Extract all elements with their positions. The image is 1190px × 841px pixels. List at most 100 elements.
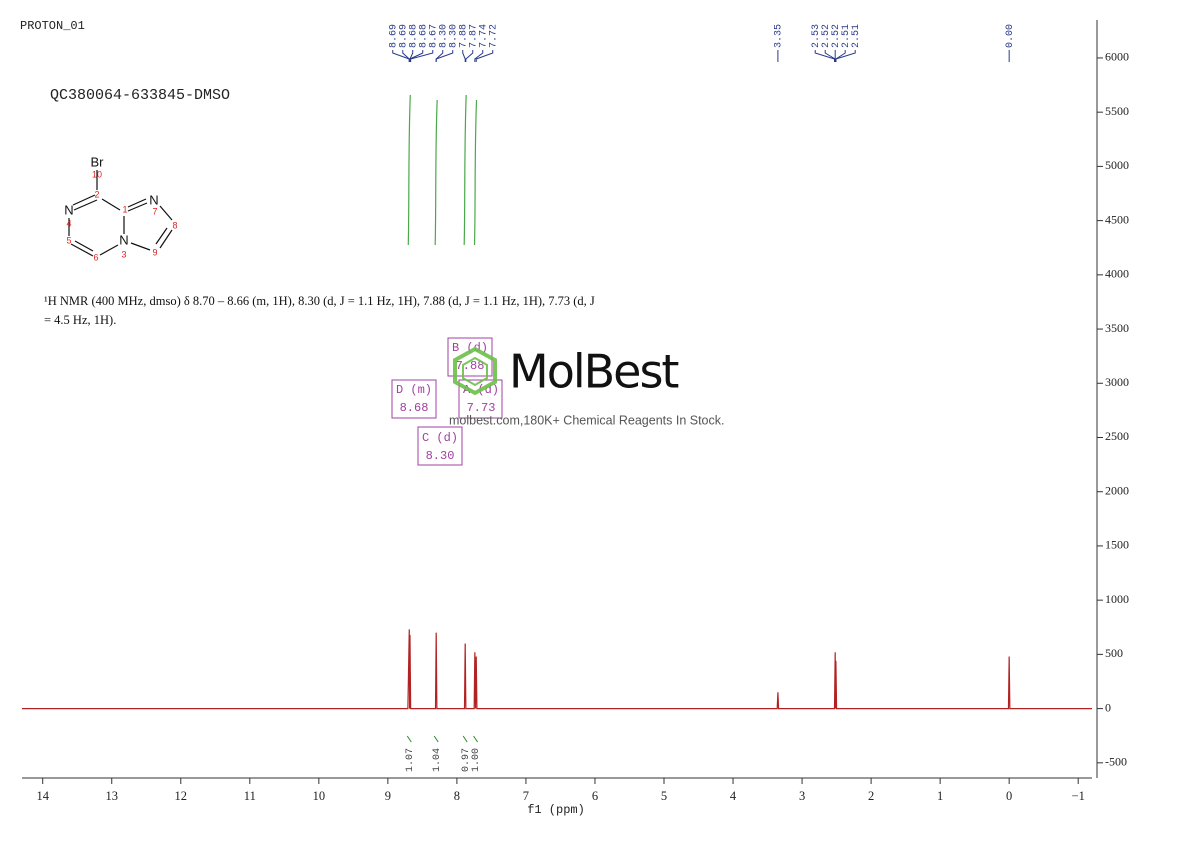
integral-curve xyxy=(407,94,411,246)
peak-label: 7.74 xyxy=(478,24,489,48)
peak-label: 2.51 xyxy=(841,24,852,48)
peak-label: 2.51 xyxy=(851,24,862,48)
x-tick-label: 1 xyxy=(937,789,943,803)
chart-title: PROTON_01 xyxy=(20,19,85,33)
bond xyxy=(127,198,147,208)
integral-mark xyxy=(462,735,468,743)
integral-mark xyxy=(473,735,478,743)
y-tick-label: 4000 xyxy=(1105,267,1129,281)
y-tick-label: 2000 xyxy=(1105,483,1129,497)
multiplet-name: D (m) xyxy=(396,383,432,397)
peak-label: 0.00 xyxy=(1005,24,1016,48)
peak-label: 7.72 xyxy=(488,24,499,48)
bond xyxy=(101,198,121,211)
peak-leader xyxy=(835,50,846,62)
atom-number: 1 xyxy=(122,204,127,214)
bond xyxy=(99,244,119,256)
integral-mark xyxy=(406,735,412,743)
x-tick-label: 6 xyxy=(592,789,598,803)
bond xyxy=(130,242,151,251)
peak-label: 7.87 xyxy=(468,24,479,48)
x-tick-label: 9 xyxy=(385,789,391,803)
x-tick-label: 7 xyxy=(523,789,529,803)
peak-leader xyxy=(402,50,410,62)
y-tick-label: 3500 xyxy=(1105,321,1129,335)
bond xyxy=(70,243,94,257)
atom-label: N xyxy=(64,202,73,217)
peak-label: 2.52 xyxy=(821,24,832,48)
integral-label: 1.04 xyxy=(432,748,443,772)
watermark-logo xyxy=(453,346,497,396)
y-tick-label: 5000 xyxy=(1105,158,1129,172)
bond xyxy=(74,240,94,252)
x-tick-label: 10 xyxy=(313,789,326,803)
peak-leader xyxy=(814,50,836,62)
x-tick-label: 13 xyxy=(105,789,118,803)
integral-label: 0.97 xyxy=(461,748,472,772)
y-tick-label: 2500 xyxy=(1105,429,1129,443)
peak-leader xyxy=(435,50,444,62)
multiplet-shift: 8.68 xyxy=(400,401,429,415)
multiplet-name: C (d) xyxy=(422,431,458,445)
x-tick-label: 0 xyxy=(1006,789,1012,803)
peak-leader xyxy=(410,50,434,62)
y-tick-label: 5500 xyxy=(1105,104,1129,118)
peak-label: 8.68 xyxy=(408,24,419,48)
multiplet-box: C (d) 8.30 xyxy=(417,426,463,466)
peak-label: 8.67 xyxy=(428,24,439,48)
y-tick-label: 500 xyxy=(1105,646,1123,660)
peak-leader xyxy=(409,50,424,62)
peak-label: 3.35 xyxy=(774,24,785,48)
peak-label: 8.69 xyxy=(398,24,409,48)
multiplet-box: D (m) 8.68 xyxy=(391,379,437,419)
y-tick-label: 3000 xyxy=(1105,375,1129,389)
peak-leader xyxy=(824,50,836,62)
atom-number: 4 xyxy=(66,218,71,228)
integral-curve xyxy=(463,94,467,246)
peak-leader xyxy=(435,50,454,62)
x-tick-label: 12 xyxy=(175,789,188,803)
peak-leader xyxy=(475,50,494,62)
peak-label: 2.53 xyxy=(811,24,822,48)
peak-leader xyxy=(462,50,466,62)
peak-label: 8.30 xyxy=(448,24,459,48)
watermark-subtitle: molbest.com,180K+ Chemical Reagents In S… xyxy=(449,413,724,427)
atom-label: Br xyxy=(91,154,105,169)
peak-label: 8.30 xyxy=(438,24,449,48)
atom-label: N xyxy=(149,192,158,207)
multiplet-shift: 7.73 xyxy=(467,401,496,415)
atom-number: 9 xyxy=(152,247,157,257)
x-tick-label: 14 xyxy=(36,789,49,803)
y-tick-label: 0 xyxy=(1105,700,1111,714)
bond xyxy=(159,229,173,249)
peak-leader xyxy=(474,50,484,62)
integral-curve xyxy=(434,99,438,246)
peak-leader xyxy=(835,50,856,62)
bond xyxy=(73,199,98,211)
atom-number: 5 xyxy=(66,235,71,245)
y-tick-label: -500 xyxy=(1105,755,1127,769)
bond xyxy=(127,202,148,212)
peak-label: 2.52 xyxy=(831,24,842,48)
y-tick-label: 1000 xyxy=(1105,592,1129,606)
bond xyxy=(155,227,168,245)
x-tick-label: 5 xyxy=(661,789,667,803)
integral-mark xyxy=(433,735,439,743)
x-tick-label: 3 xyxy=(799,789,805,803)
x-tick-label: 4 xyxy=(730,789,737,803)
atom-number: 2 xyxy=(94,189,99,199)
peak-label: 7.88 xyxy=(458,24,469,48)
atom-number: 8 xyxy=(172,220,177,230)
y-tick-label: 1500 xyxy=(1105,538,1129,552)
x-tick-label: −1 xyxy=(1072,789,1085,803)
multiplet-shift: 8.30 xyxy=(426,449,455,463)
atom-number: 3 xyxy=(121,249,126,259)
structure xyxy=(68,170,173,257)
x-axis-label: f1 (ppm) xyxy=(527,803,585,817)
atom-number: 6 xyxy=(93,252,98,262)
bond xyxy=(72,194,96,206)
atom-number: 10 xyxy=(92,169,102,179)
y-tick-label: 4500 xyxy=(1105,212,1129,226)
